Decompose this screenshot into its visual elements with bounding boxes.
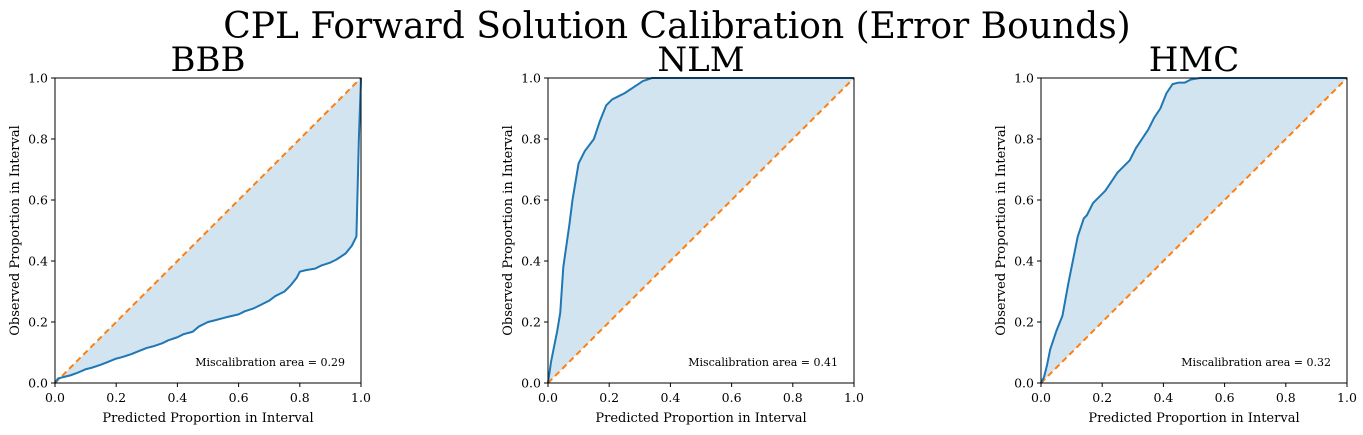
x-tick-label: 0.2 <box>1092 390 1112 405</box>
y-tick-label: 0.6 <box>521 193 541 208</box>
ideal-diagonal-line <box>1040 77 1348 384</box>
miscalibration-annotation: Miscalibration area = 0.32 <box>1181 356 1331 369</box>
y-tick-label: 0.0 <box>1014 376 1034 391</box>
x-axis-label: Predicted Proportion in Interval <box>1088 411 1299 426</box>
x-axis-label: Predicted Proportion in Interval <box>595 411 806 426</box>
panel-nlm: NLM 0.0 0.2 0.4 0.6 0.8 1.0 0.0 0.2 0.4 0.6 0.8 1.0 P… <box>501 40 864 426</box>
x-tick-label: 0.0 <box>538 390 558 405</box>
x-tick-label: 0.4 <box>1153 390 1173 405</box>
panel-title-bbb: BBB <box>171 40 246 80</box>
panel-bbb: BBB 0.0 0.2 0.4 0.6 0.8 1.0 0.0 0.2 0.4 0.6 0.8 1.0 P… <box>8 40 371 426</box>
panel-title-nlm: NLM <box>657 40 744 80</box>
miscalibration-annotation: Miscalibration area = 0.41 <box>688 356 838 369</box>
x-tick-label: 0.4 <box>167 390 187 405</box>
axes-frame <box>54 77 362 384</box>
y-axis-label: Observed Proportion in Interval <box>994 125 1009 335</box>
y-tick-label: 0.0 <box>28 376 48 391</box>
x-tick-label: 0.4 <box>660 390 680 405</box>
x-tick-label: 0.8 <box>1276 390 1296 405</box>
y-tick-label: 0.2 <box>1014 315 1034 330</box>
y-tick-label: 0.0 <box>521 376 541 391</box>
y-tick-label: 0.6 <box>28 193 48 208</box>
y-tick-label: 1.0 <box>1014 71 1034 86</box>
figure-suptitle: CPL Forward Solution Calibration (Error … <box>223 6 1130 47</box>
y-tick-label: 1.0 <box>521 71 541 86</box>
x-tick-label: 1.0 <box>1337 390 1357 405</box>
y-tick-label: 0.2 <box>521 315 541 330</box>
axes-frame <box>547 77 855 384</box>
y-tick-label: 1.0 <box>28 71 48 86</box>
y-axis-label: Observed Proportion in Interval <box>8 125 23 335</box>
y-tick-label: 0.4 <box>521 254 541 269</box>
x-tick-label: 0.8 <box>783 390 803 405</box>
x-tick-label: 0.2 <box>106 390 126 405</box>
y-tick-label: 0.6 <box>1014 193 1034 208</box>
x-tick-label: 0.2 <box>599 390 619 405</box>
miscalibration-annotation: Miscalibration area = 0.29 <box>195 356 345 369</box>
axes-frame <box>1040 77 1348 384</box>
x-tick-label: 0.8 <box>290 390 310 405</box>
x-tick-label: 1.0 <box>351 390 371 405</box>
observed-calibration-curve <box>1040 77 1347 384</box>
y-tick-label: 0.8 <box>1014 132 1034 147</box>
panel-hmc: HMC 0.0 0.2 0.4 0.6 0.8 1.0 0.0 0.2 0.4 0.6 0.8 1.0 P… <box>994 40 1357 426</box>
ideal-diagonal-line <box>54 77 362 384</box>
x-tick-label: 0.6 <box>722 390 742 405</box>
x-tick-label: 0.0 <box>1031 390 1051 405</box>
x-tick-label: 0.6 <box>229 390 249 405</box>
y-tick-label: 0.8 <box>521 132 541 147</box>
y-tick-label: 0.4 <box>28 254 48 269</box>
y-tick-label: 0.8 <box>28 132 48 147</box>
x-tick-label: 0.6 <box>1215 390 1235 405</box>
x-tick-label: 0.0 <box>45 390 65 405</box>
y-tick-label: 0.4 <box>1014 254 1034 269</box>
y-axis-label: Observed Proportion in Interval <box>501 125 516 335</box>
panel-title-hmc: HMC <box>1149 40 1239 80</box>
observed-calibration-curve <box>54 77 362 384</box>
x-tick-label: 1.0 <box>844 390 864 405</box>
ideal-diagonal-line <box>547 77 855 384</box>
y-tick-label: 0.2 <box>28 315 48 330</box>
x-axis-label: Predicted Proportion in Interval <box>102 411 313 426</box>
